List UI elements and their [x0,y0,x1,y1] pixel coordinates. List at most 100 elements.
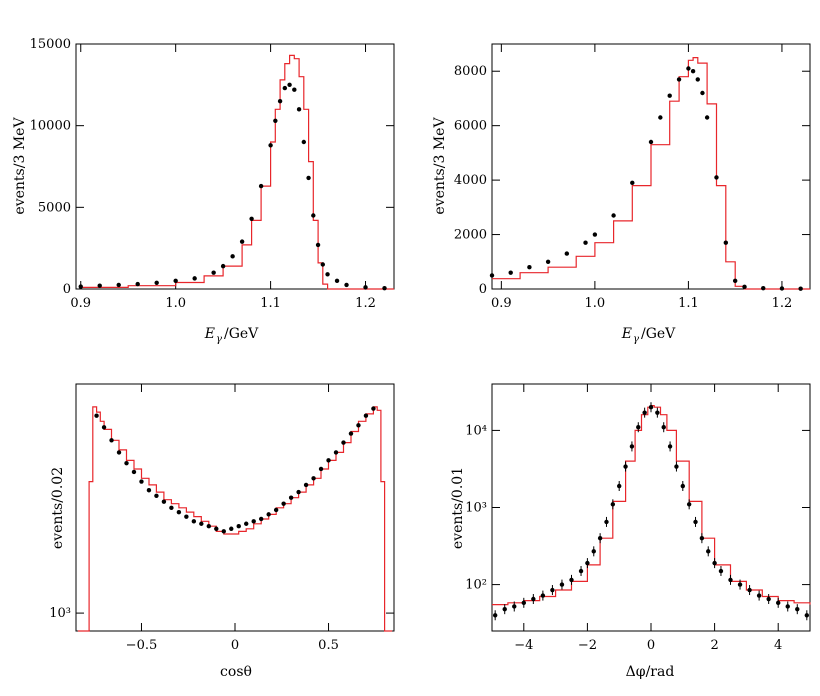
data-point [648,139,654,145]
data-point [341,440,346,445]
data-point [592,232,598,237]
data-point [273,507,279,513]
data-point [258,183,264,189]
y-tick-label: 0 [479,282,487,297]
data-point [680,483,685,489]
data-point [211,270,216,275]
x-axis-label-main: E [204,326,215,342]
data-point [325,272,330,277]
histogram-series [492,405,811,606]
panel-costheta: events/0.02 cosθ −0.5 0 0.5 10³ [49,383,395,680]
data-point [531,596,536,602]
data-point [78,284,83,289]
data-point [623,464,628,469]
data-point [712,560,717,566]
data-point [282,85,288,91]
data-point [268,143,273,148]
data-points-series [78,82,387,291]
y-tick-label: 15000 [30,37,71,52]
data-point [655,410,660,415]
x-tick-label: 0 [647,638,655,653]
data-point [667,93,672,98]
data-point [540,593,546,598]
axes: 0.9 1.0 1.1 1.2 0 5000 10000 15000 [30,37,394,311]
data-point [315,242,321,248]
data-point [804,613,810,618]
data-point [311,213,316,218]
x-tick-label: 1.0 [585,296,606,311]
data-point [610,502,616,507]
data-point [311,476,316,481]
y-tick-label: 10⁴ [465,423,487,438]
x-tick-label: −2 [578,638,597,653]
data-points-series [94,406,376,534]
data-point [326,458,331,463]
histogram-line [492,405,811,606]
data-point [785,604,790,609]
y-tick-label: 10³ [465,501,487,516]
histogram-line [77,406,393,632]
histogram-series [492,57,810,290]
data-point [333,450,339,455]
data-point [508,270,513,275]
data-point [318,466,324,472]
data-point [206,524,212,529]
data-point [348,431,354,436]
data-point [320,262,326,267]
data-point [244,521,249,526]
x-tick-label: 1.2 [772,296,793,311]
data-point [693,519,698,525]
data-point [191,519,197,524]
data-point [251,519,256,524]
y-tick-label: 10³ [49,606,71,621]
data-point [135,281,140,287]
data-point [597,535,603,541]
data-point [492,613,498,618]
data-point [301,139,307,145]
data-point [611,213,616,218]
x-tick-label: −4 [514,638,533,653]
data-point [287,82,292,88]
x-tick-label: 0.5 [318,638,339,653]
plot-frame [75,43,395,290]
x-axis-label: E γ /GeV [204,326,259,345]
data-point [718,568,724,574]
x-tick-label: 1.1 [678,296,699,311]
data-point [277,98,283,104]
y-tick-label: 8000 [454,64,487,79]
data-point [585,560,590,566]
data-point [139,479,144,484]
data-point [131,469,137,475]
x-tick-label: 0 [231,638,239,653]
data-point [512,604,517,609]
x-axis-label-unit: /GeV [224,326,259,342]
data-point [116,450,122,455]
y-axis-label: events/3 MeV [12,117,28,215]
data-point [363,285,368,290]
histogram-series [80,54,394,290]
y-tick-label: 10000 [30,119,71,134]
x-tick-label: 1.1 [260,296,281,311]
data-point [732,278,738,284]
data-point [489,273,495,278]
data-point [249,216,254,221]
data-point [761,285,766,291]
data-point [154,493,159,498]
data-point [728,577,733,583]
data-point [116,282,121,288]
data-point [676,77,682,82]
data-point [578,568,584,574]
data-point [661,425,666,430]
data-point [686,66,691,71]
data-point [292,87,297,92]
data-point [700,90,705,96]
data-point [630,180,635,186]
y-tick-label: 6000 [454,119,487,134]
data-point [199,521,204,526]
x-tick-label: −0.5 [126,638,158,653]
data-point [779,286,785,291]
data-point [334,278,340,284]
data-point [583,240,588,245]
data-point [239,239,245,244]
